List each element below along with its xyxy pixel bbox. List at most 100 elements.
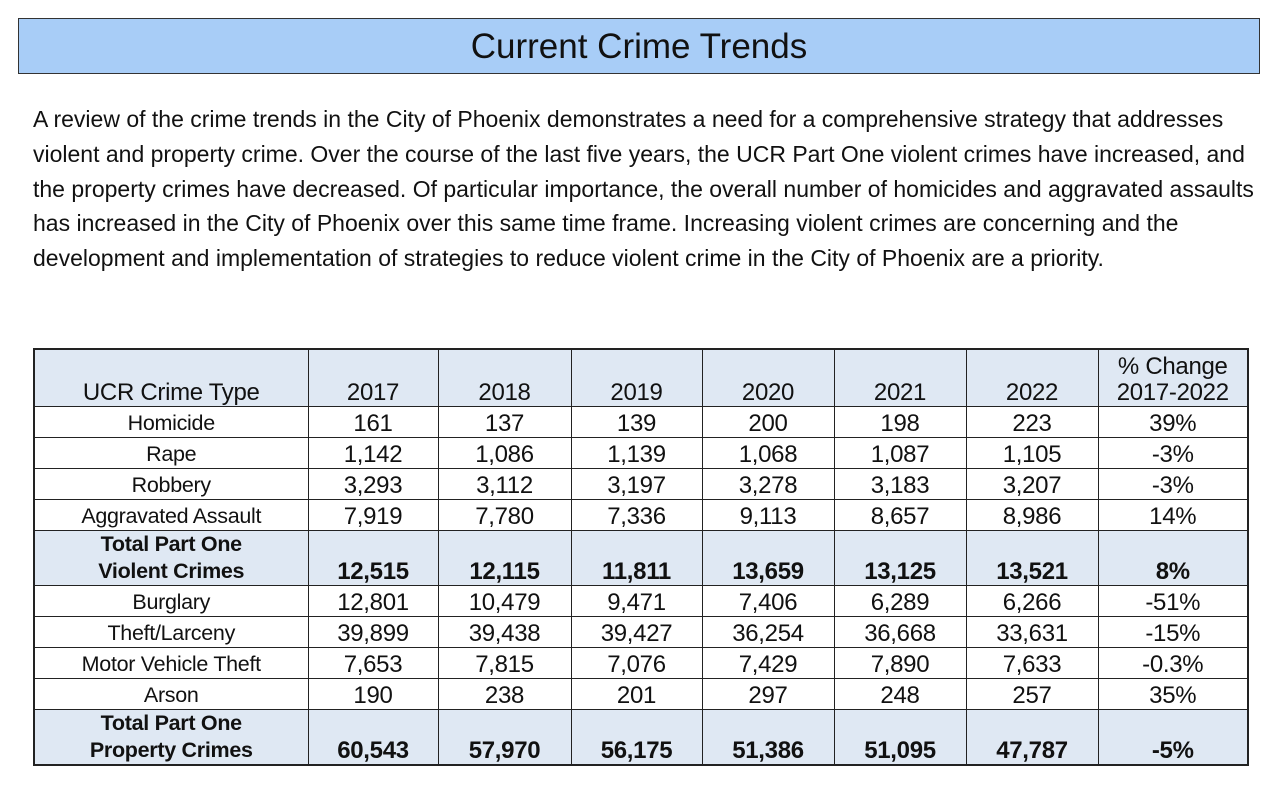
value-cell: 39% [1097,406,1249,438]
value-cell: 7,890 [833,647,967,679]
value-cell: 14% [1097,499,1249,531]
value-cell: 200 [701,406,835,438]
table-row: Theft/Larceny 39,899 39,438 39,427 36,254 36,… [33,616,1249,648]
value-cell: 3,278 [701,468,835,500]
crime-type-cell: Homicide [33,406,309,438]
value-cell: -3% [1097,437,1249,469]
crime-type-cell: Burglary [33,585,309,617]
value-cell: 36,254 [701,616,835,648]
value-cell: 51,095 [833,709,967,766]
value-cell: 223 [965,406,1099,438]
value-cell: 7,919 [307,499,439,531]
crime-trends-table: UCR Crime Type 2017 2018 2019 2020 2021 2022% … [33,348,1249,766]
value-cell: 9,113 [701,499,835,531]
column-header: 2018 [437,348,572,407]
value-cell: 1,105 [965,437,1099,469]
crime-type-cell: Total Part One Property Crimes [33,709,309,766]
header-row: UCR Crime Type 2017 2018 2019 2020 2021 2022% … [33,348,1249,407]
value-cell: 33,631 [965,616,1099,648]
value-cell: 7,815 [437,647,572,679]
value-cell: 51,386 [701,709,835,766]
value-cell: 137 [437,406,572,438]
value-cell: 7,633 [965,647,1099,679]
value-cell: 60,543 [307,709,439,766]
value-cell: 3,112 [437,468,572,500]
value-cell: 1,087 [833,437,967,469]
value-cell: 6,266 [965,585,1099,617]
column-header: 2019 [570,348,703,407]
table-row: Homicide 161 137 139 200 198 223 39% [33,406,1249,438]
crime-type-cell: Rape [33,437,309,469]
value-cell: 13,659 [701,530,835,586]
value-cell: 39,427 [570,616,703,648]
value-cell: 57,970 [437,709,572,766]
value-cell: -51% [1097,585,1249,617]
value-cell: 12,515 [307,530,439,586]
column-header: 2020 [701,348,835,407]
value-cell: 7,336 [570,499,703,531]
table-row: Burglary 12,801 10,479 9,471 7,406 6,289 6,266… [33,585,1249,617]
table-row: Aggravated Assault 7,919 7,780 7,336 9,113 8,… [33,499,1249,531]
value-cell: 8,657 [833,499,967,531]
total-row: Total Part One Violent Crimes 12,515 12,11… [33,530,1249,586]
value-cell: 7,076 [570,647,703,679]
value-cell: 9,471 [570,585,703,617]
crime-type-cell: Motor Vehicle Theft [33,647,309,679]
value-cell: 201 [570,678,703,710]
value-cell: 3,197 [570,468,703,500]
value-cell: 36,668 [833,616,967,648]
crime-type-cell: Theft/Larceny [33,616,309,648]
page-title: Current Crime Trends [18,18,1260,74]
column-header: 2017 [307,348,439,407]
value-cell: 39,899 [307,616,439,648]
column-header: 2022 [965,348,1099,407]
value-cell: 12,801 [307,585,439,617]
value-cell: 1,139 [570,437,703,469]
value-cell: 238 [437,678,572,710]
intro-paragraph: A review of the crime trends in the City… [33,106,1254,272]
value-cell: 190 [307,678,439,710]
value-cell: 297 [701,678,835,710]
value-cell: 8,986 [965,499,1099,531]
value-cell: 7,406 [701,585,835,617]
value-cell: 3,183 [833,468,967,500]
table-row: Robbery 3,293 3,112 3,197 3,278 3,183 3,207 -3% [33,468,1249,500]
value-cell: 248 [833,678,967,710]
column-header: UCR Crime Type [33,348,309,407]
value-cell: 3,293 [307,468,439,500]
value-cell: 139 [570,406,703,438]
value-cell: 7,653 [307,647,439,679]
value-cell: 3,207 [965,468,1099,500]
value-cell: 13,521 [965,530,1099,586]
value-cell: -15% [1097,616,1249,648]
value-cell: 7,429 [701,647,835,679]
value-cell: 11,811 [570,530,703,586]
value-cell: 257 [965,678,1099,710]
table-row: Rape 1,142 1,086 1,139 1,068 1,087 1,105 -3% [33,437,1249,469]
value-cell: 198 [833,406,967,438]
column-header: % Change 2017-2022 [1097,348,1249,407]
value-cell: 1,142 [307,437,439,469]
table-row: Motor Vehicle Theft 7,653 7,815 7,076 7,429 7… [33,647,1249,679]
value-cell: 161 [307,406,439,438]
value-cell: 1,068 [701,437,835,469]
value-cell: 8% [1097,530,1249,586]
value-cell: 35% [1097,678,1249,710]
crime-type-cell: Arson [33,678,309,710]
value-cell: -3% [1097,468,1249,500]
value-cell: 39,438 [437,616,572,648]
crime-type-cell: Aggravated Assault [33,499,309,531]
value-cell: 47,787 [965,709,1099,766]
value-cell: 1,086 [437,437,572,469]
table-row: Arson 190 238 201 297 248 257 35% [33,678,1249,710]
value-cell: 13,125 [833,530,967,586]
value-cell: -5% [1097,709,1249,766]
value-cell: -0.3% [1097,647,1249,679]
value-cell: 56,175 [570,709,703,766]
value-cell: 6,289 [833,585,967,617]
value-cell: 7,780 [437,499,572,531]
column-header: 2021 [833,348,967,407]
total-row: Total Part One Property Crimes 60,543 57,9… [33,709,1249,766]
value-cell: 12,115 [437,530,572,586]
crime-type-cell: Total Part One Violent Crimes [33,530,309,586]
